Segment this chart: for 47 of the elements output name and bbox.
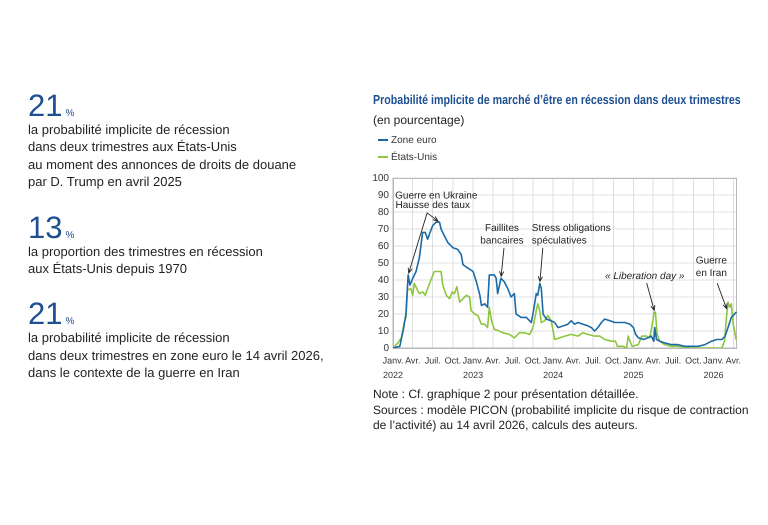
text: la proportion des trimestres en récession aux États-Unis depuis 1970 bbox=[28, 242, 264, 278]
x-tick-label: Janv. 2023 bbox=[462, 356, 484, 380]
y-tick-label: 10 bbox=[378, 326, 390, 337]
x-tick-label: Juil. bbox=[665, 356, 682, 366]
x-tick-label: Avr. bbox=[726, 356, 741, 366]
y-tick-label: 50 bbox=[378, 258, 390, 269]
x-tick-label: Oct. bbox=[605, 356, 622, 366]
text: la probabilité implicite de récession dans deux trimestres aux États-Unis au moment des annonces de droits de douane par D. Trump en avril 2025 bbox=[28, 121, 298, 191]
x-tick-label: Avr. bbox=[405, 356, 420, 366]
annotation: Guerre en Ukraine bbox=[395, 190, 478, 202]
y-tick-label: 30 bbox=[378, 292, 390, 303]
legend-label: Zone euro bbox=[391, 134, 438, 146]
y-tick-label: 80 bbox=[378, 206, 390, 218]
x-tick-label: Juil. bbox=[424, 356, 441, 366]
x-tick-label: Janv. 2025 bbox=[623, 356, 644, 380]
text: 21% bbox=[28, 88, 74, 123]
chart-subtitle: (en pourcentage) bbox=[373, 113, 464, 128]
annotation: Faillites bancaires bbox=[480, 223, 524, 247]
chart-title: Probabilité implicite de marché d’être en récession dans deux trimestres bbox=[373, 92, 741, 108]
text: 13% bbox=[28, 210, 74, 245]
text: 21% bbox=[28, 296, 74, 332]
annotation: Stress obligations spéculatives bbox=[532, 223, 611, 247]
legend-label: États-Unis bbox=[391, 150, 438, 163]
y-tick-label: 70 bbox=[378, 224, 390, 235]
x-tick-label: Oct. bbox=[685, 356, 702, 366]
x-tick-label: Janv. 2026 bbox=[703, 356, 724, 380]
source-note: Sources : modèle PICON (probabilité implicite du risque de contraction de l’activité) au 14 avril 2026, calculs des auteurs. bbox=[373, 402, 750, 434]
y-tick-label: 40 bbox=[378, 274, 390, 286]
text: Note : Cf. graphique 2 pour présentation détaillée. bbox=[373, 387, 640, 402]
y-tick-label: 100 bbox=[372, 172, 390, 184]
annotation: Guerre en Iran bbox=[696, 255, 728, 279]
y-tick-label: 60 bbox=[378, 240, 390, 252]
x-tick-label: Avr. bbox=[565, 356, 581, 366]
x-tick-label: Oct. bbox=[524, 356, 542, 366]
x-tick-label: Avr. bbox=[646, 356, 661, 366]
x-tick-label: Janv. 2022 bbox=[382, 356, 404, 380]
x-tick-label: Avr. bbox=[485, 356, 500, 366]
text: la probabilité implicite de récession dans deux trimestres en zone euro le 14 avril 2026, dans le contexte de la guerre en Iran bbox=[28, 329, 325, 382]
x-tick-label: Janv. 2024 bbox=[542, 356, 564, 380]
x-tick-label: Oct. bbox=[444, 356, 462, 366]
y-tick-label: 90 bbox=[378, 190, 390, 201]
x-tick-label: Juil. bbox=[585, 356, 602, 366]
annotation: Hausse des taux bbox=[396, 200, 470, 211]
y-tick-label: 0 bbox=[383, 342, 390, 354]
annotation: « Liberation day » bbox=[604, 271, 685, 282]
x-tick-label: Juil. bbox=[504, 356, 521, 366]
y-tick-label: 20 bbox=[378, 308, 390, 320]
